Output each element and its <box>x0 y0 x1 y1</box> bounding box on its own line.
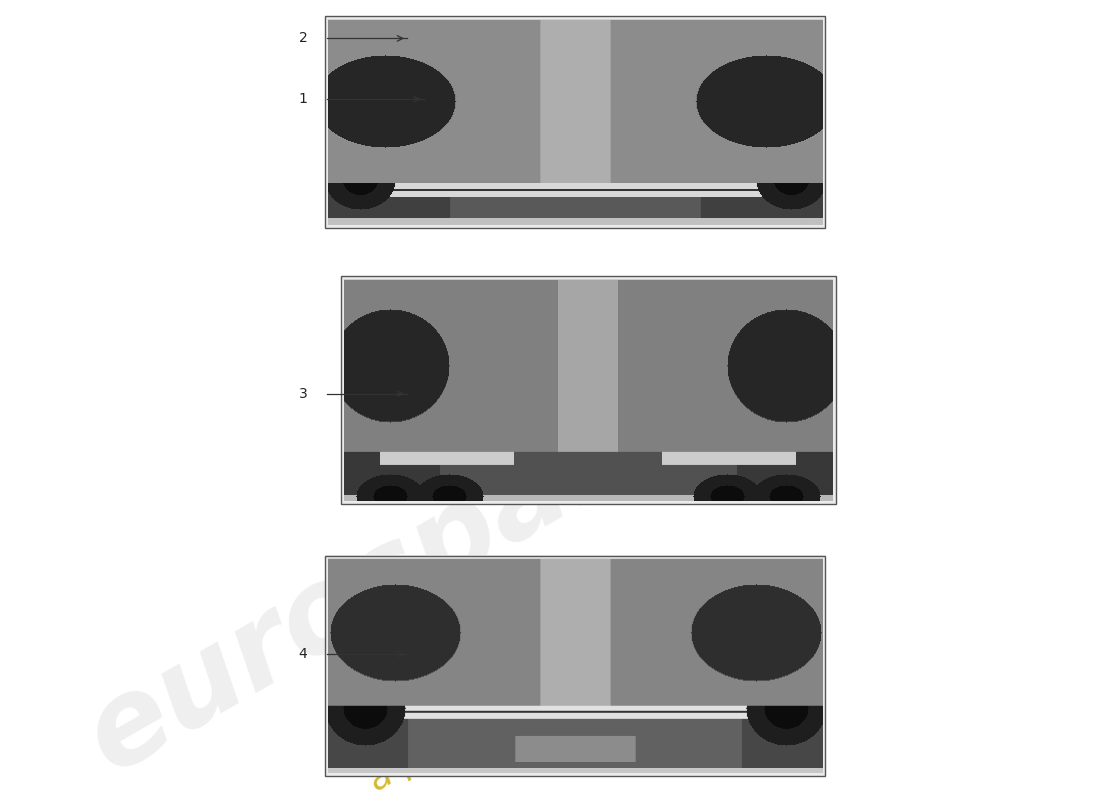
Text: 1: 1 <box>298 92 307 106</box>
Bar <box>341 276 836 504</box>
Text: eurospares: eurospares <box>66 324 770 796</box>
Text: 2: 2 <box>298 31 307 46</box>
Bar <box>324 16 825 228</box>
Text: a passion since 1985: a passion since 1985 <box>363 578 710 798</box>
Bar <box>324 556 825 776</box>
Text: 3: 3 <box>298 386 307 401</box>
Text: 4: 4 <box>298 647 307 662</box>
